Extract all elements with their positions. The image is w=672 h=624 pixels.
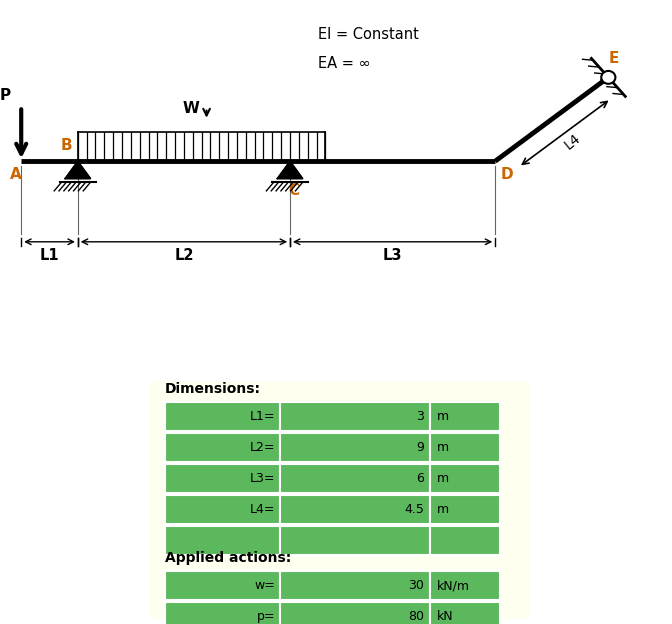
Bar [280,602,430,624]
Bar [165,602,280,624]
Text: m: m [437,472,449,485]
Text: m: m [437,441,449,454]
Text: L4=: L4= [249,503,275,516]
Text: W: W [183,101,200,116]
Bar [280,495,430,524]
Bar [280,464,430,493]
Text: E: E [609,51,619,66]
Text: 6: 6 [416,472,424,485]
Text: EA = ∞: EA = ∞ [319,56,371,71]
Bar [430,602,500,624]
Text: kN: kN [437,610,454,623]
Bar [150,381,530,619]
Polygon shape [65,161,91,178]
Bar [280,571,430,600]
Bar [165,433,280,462]
Text: D: D [501,167,513,182]
Text: B: B [60,138,72,153]
Bar [430,433,500,462]
Bar [165,526,280,555]
Text: L3: L3 [383,248,403,263]
Bar [430,402,500,431]
Text: A: A [9,167,22,182]
Text: m: m [437,411,449,423]
Text: Dimensions:: Dimensions: [165,383,261,396]
Text: L3=: L3= [249,472,275,485]
Bar [430,464,500,493]
Bar [430,495,500,524]
Text: kN/m: kN/m [437,579,470,592]
Text: Applied actions:: Applied actions: [165,551,291,565]
Text: C: C [288,183,299,198]
Text: L1: L1 [40,248,59,263]
Text: 80: 80 [408,610,424,623]
Circle shape [601,71,616,84]
Text: L2=: L2= [249,441,275,454]
Bar [280,526,430,555]
Bar [165,495,280,524]
Bar [280,433,430,462]
Text: 4.5: 4.5 [404,503,424,516]
Text: 9: 9 [416,441,424,454]
Polygon shape [278,161,303,178]
Bar [430,526,500,555]
Text: EI = Constant: EI = Constant [319,27,419,42]
Text: P: P [0,88,11,103]
Text: L2: L2 [174,248,194,263]
Text: m: m [437,503,449,516]
Text: w=: w= [254,579,275,592]
Bar [430,571,500,600]
Text: L4: L4 [562,131,584,152]
Bar [165,571,280,600]
Bar [165,402,280,431]
Bar [280,402,430,431]
Text: 3: 3 [416,411,424,423]
Text: 30: 30 [408,579,424,592]
Text: L1=: L1= [249,411,275,423]
Text: p=: p= [257,610,275,623]
Bar [165,464,280,493]
